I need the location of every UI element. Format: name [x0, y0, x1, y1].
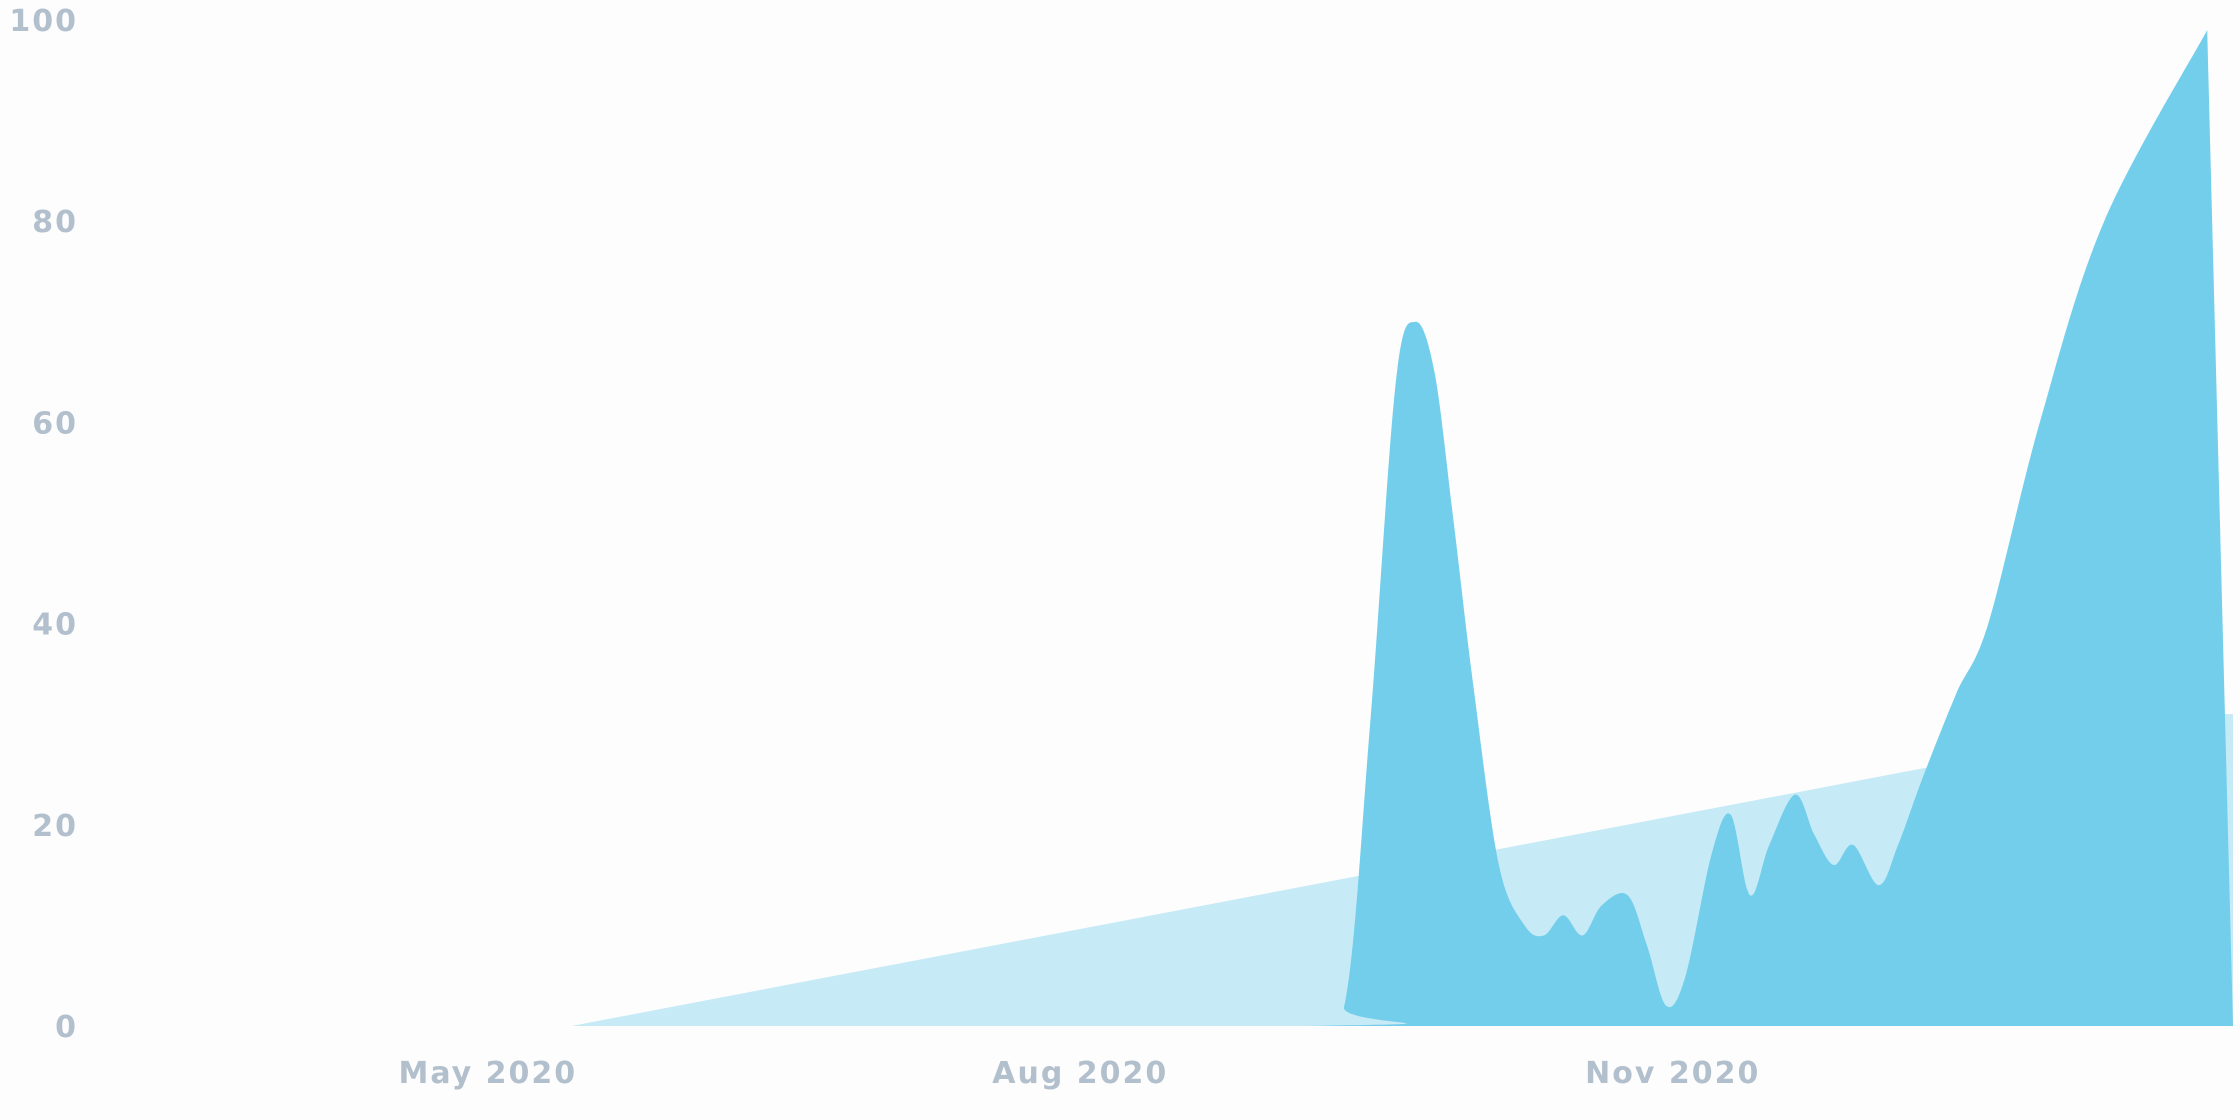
- data-point: [1523, 923, 1527, 927]
- main-series-area: [95, 30, 2233, 1027]
- data-point: [1793, 793, 1797, 797]
- y-axis: 0 20 40 60 80 100: [9, 4, 78, 1045]
- data-point: [1581, 934, 1585, 938]
- data-point: [1626, 893, 1630, 897]
- data-point: [1832, 863, 1836, 867]
- data-point: [1729, 813, 1733, 817]
- data-point: [1748, 893, 1752, 897]
- y-tick-label: 80: [32, 205, 78, 240]
- data-point: [1954, 692, 1958, 696]
- data-point: [1986, 622, 1990, 626]
- data-point: [93, 1024, 97, 1028]
- data-point: [1851, 843, 1855, 847]
- data-point: [1877, 883, 1881, 887]
- data-point: [1368, 722, 1372, 726]
- data-point: [1497, 863, 1501, 867]
- y-tick-label: 100: [9, 4, 78, 39]
- data-point: [1684, 974, 1688, 978]
- data-point: [1394, 380, 1398, 384]
- data-point: [1812, 833, 1816, 837]
- data-point: [1413, 320, 1417, 324]
- data-point: [1452, 521, 1456, 525]
- x-tick-label: Nov 2020: [1585, 1056, 1760, 1091]
- y-tick-label: 40: [32, 608, 78, 643]
- data-point: [1433, 370, 1437, 374]
- data-point: [1767, 843, 1771, 847]
- y-tick-label: 0: [55, 1010, 78, 1045]
- x-tick-label: Aug 2020: [992, 1056, 1168, 1091]
- y-tick-label: 20: [32, 809, 78, 844]
- data-point: [2038, 420, 2042, 424]
- x-axis: May 2020 Aug 2020 Nov 2020: [398, 1056, 1760, 1091]
- data-point: [2102, 219, 2106, 223]
- data-point: [1471, 682, 1475, 686]
- data-point: [1304, 1024, 1308, 1028]
- data-point: [1709, 853, 1713, 857]
- data-point: [2205, 28, 2209, 32]
- x-tick-label: May 2020: [398, 1056, 577, 1091]
- data-point: [1600, 903, 1604, 907]
- plot-area: [93, 28, 2235, 1028]
- data-point: [2231, 1024, 2235, 1028]
- data-point: [1561, 913, 1565, 917]
- y-tick-label: 60: [32, 406, 78, 441]
- data-point: [1342, 1004, 1346, 1008]
- data-point: [1645, 944, 1649, 948]
- data-point: [1922, 773, 1926, 777]
- data-point: [1896, 843, 1900, 847]
- data-point: [1542, 934, 1546, 938]
- data-point: [1664, 1004, 1668, 1008]
